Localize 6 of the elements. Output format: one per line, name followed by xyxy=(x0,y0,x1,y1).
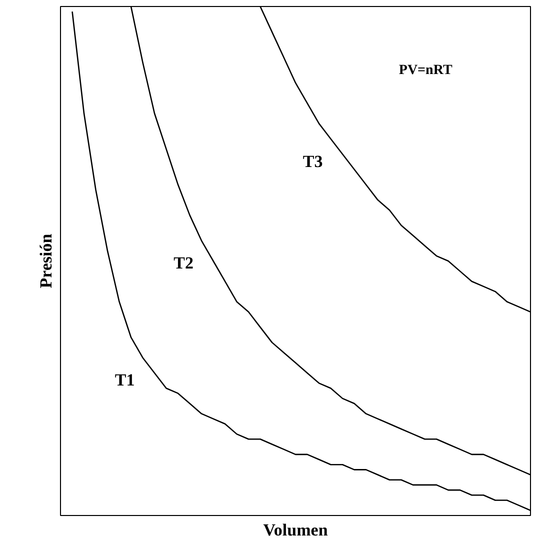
series-label: T1 xyxy=(114,370,135,390)
y-axis-title: Presión xyxy=(36,233,56,288)
annotation: PV=nRT xyxy=(398,62,453,78)
series-label: T3 xyxy=(302,152,323,171)
series-label: T2 xyxy=(174,254,194,273)
x-axis-title: Volumen xyxy=(263,520,328,540)
